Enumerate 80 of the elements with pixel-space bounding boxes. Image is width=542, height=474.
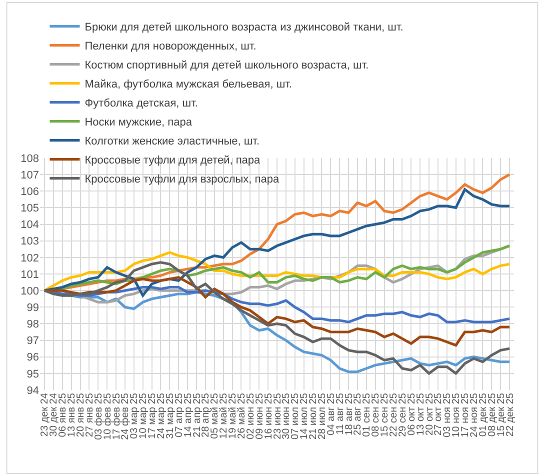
- legend-label: Пеленки для новорожденных, шт.: [84, 40, 256, 53]
- x-tick-label: 10 ноя 25: [451, 392, 462, 438]
- x-tick-label: 15 сен 25: [380, 392, 391, 437]
- y-tick-label: 103: [20, 236, 39, 248]
- y-tick-label: 95: [26, 368, 39, 380]
- y-tick-label: 106: [20, 186, 39, 198]
- y-tick-label: 100: [20, 285, 39, 298]
- x-tick-label: 25 авг 25: [352, 392, 364, 436]
- x-tick-label: 17 ноя 25: [460, 392, 472, 438]
- x-tick-label: 22 дек 25: [504, 392, 516, 437]
- y-tick-label: 105: [20, 202, 39, 215]
- x-tick-label: 05 май 25: [210, 392, 221, 439]
- x-tick-label: 14 апр 25: [182, 392, 194, 438]
- y-tick-label: 99: [26, 302, 39, 314]
- x-tick-label: 09 июн 25: [254, 392, 266, 440]
- x-tick-label: 10 мар 25: [138, 392, 150, 439]
- legend-label: Майка, футболка мужская бельевая, шт.: [84, 78, 292, 91]
- y-tick-label: 96: [26, 352, 39, 364]
- x-tick-label: 26 май 25: [236, 392, 248, 439]
- legend-label: Брюки для детей школьного возраста из джинсовой ткани, шт.: [84, 22, 404, 34]
- x-tick-label: 17 мар 25: [147, 392, 158, 439]
- y-tick-label: 108: [20, 152, 39, 165]
- x-tick-label: 02 июн 25: [245, 392, 256, 440]
- x-tick-label: 28 июл 25: [316, 392, 328, 440]
- x-tick-label: 23 дек 24: [40, 392, 51, 437]
- x-tick-label: 13 окт 25: [415, 392, 426, 436]
- x-tick-label: 07 апр 25: [174, 392, 185, 438]
- x-tick-label: 19 май 25: [228, 392, 239, 439]
- x-tick-label: 04 авг 25: [326, 392, 337, 436]
- x-tick-label: 15 дек 25: [496, 392, 507, 437]
- y-tick-label: 98: [26, 318, 39, 331]
- x-tick-label: 29 сен 25: [397, 392, 408, 437]
- legend-label: Колготки женские эластичные, шт.: [84, 136, 260, 148]
- y-tick-label: 97: [26, 335, 39, 348]
- x-tick-label: 16 июн 25: [263, 392, 274, 440]
- x-tick-label: 03 ноя 25: [442, 392, 454, 438]
- x-tick-label: 18 авг 25: [344, 392, 355, 436]
- x-tick-label: 24 ноя 25: [469, 392, 480, 438]
- legend-label: Кроссовые туфли для взрослых, пара: [84, 174, 280, 186]
- legend-label: Футболка детская, шт.: [84, 98, 198, 110]
- y-tick-label: 102: [20, 252, 39, 264]
- x-tick-label: 30 июн 25: [281, 392, 292, 440]
- x-tick-label: 20 янв 25: [76, 392, 86, 438]
- x-tick-label: 06 окт 25: [406, 392, 418, 436]
- x-tick-label: 03 фев 25: [93, 392, 104, 440]
- line-series: [43, 261, 511, 375]
- x-tick-label: 28 апр 25: [200, 392, 212, 438]
- y-tick-label: 104: [20, 219, 39, 232]
- x-tick-label: 08 сен 25: [370, 392, 382, 437]
- x-tick-label: 10 фев 25: [102, 392, 114, 440]
- legend-label: Костюм спортивный для детей школьного возраста, шт.: [84, 60, 369, 72]
- x-tick-label: 11 авг 25: [334, 392, 346, 435]
- x-tick-label: 01 сен 25: [362, 392, 373, 437]
- x-tick-label: 01 дек 25: [478, 392, 489, 437]
- y-tick-label: 107: [20, 169, 39, 182]
- x-tick-label: 27 окт 25: [433, 392, 444, 436]
- x-tick-label: 27 янв 25: [84, 392, 96, 438]
- legend-label: Кроссовые туфли для детей, пара: [84, 154, 262, 167]
- x-tick-label: 21 июл 25: [308, 392, 320, 440]
- x-tick-label: 23 июн 25: [272, 392, 284, 440]
- x-tick-label: 30 дек 24: [48, 392, 60, 437]
- line-series: [43, 188, 511, 297]
- x-tick-label: 24 мар 25: [156, 392, 167, 439]
- x-tick-label: 24 фев 25: [120, 392, 132, 440]
- x-tick-label: 03 мар 25: [129, 392, 140, 439]
- x-tick-label: 14 июл 25: [299, 392, 310, 440]
- y-tick-label: 94: [26, 384, 39, 397]
- x-tick-label: 22 сен 25: [388, 392, 400, 437]
- legend-label: Носки мужские, пара: [84, 116, 193, 129]
- x-tick-label: 06 янв 25: [58, 392, 69, 438]
- x-tick-label: 07 июл 25: [290, 392, 302, 440]
- x-tick-label: 13 янв 25: [66, 392, 78, 438]
- x-tick-label: 17 фев 25: [111, 392, 122, 440]
- x-tick-label: 21 апр 25: [192, 392, 203, 438]
- line-series: [43, 276, 511, 347]
- x-tick-label: 12 май 25: [218, 392, 230, 439]
- x-tick-label: 31 мар 25: [164, 392, 176, 439]
- y-tick-label: 101: [20, 268, 39, 281]
- x-tick-label: 08 дек 25: [486, 392, 498, 437]
- x-tick-label: 20 окт 25: [424, 392, 436, 436]
